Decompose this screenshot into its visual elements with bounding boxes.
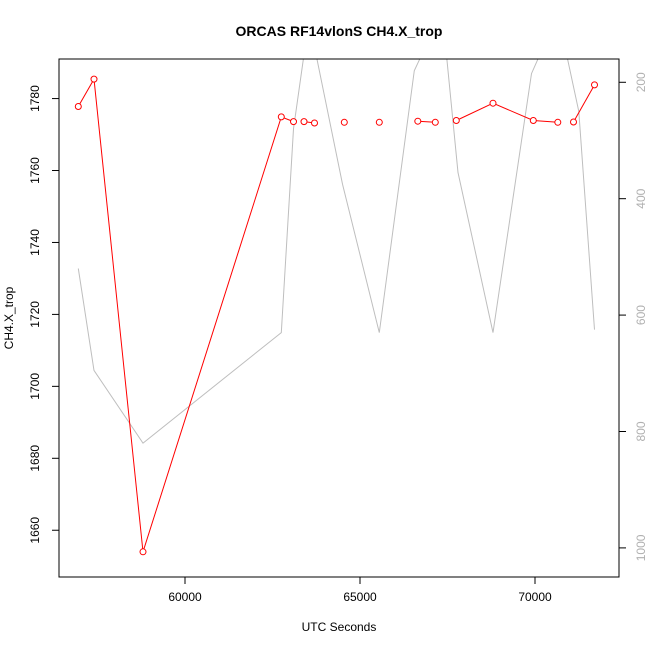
series-line-segment-0 <box>77 77 294 552</box>
y-tick-label: 1780 <box>28 85 42 112</box>
data-point-2 <box>139 548 147 556</box>
data-point-10 <box>431 118 439 126</box>
chart-title: ORCAS RF14vlonS CH4.X_trop <box>236 23 443 39</box>
series-line-segment-5 <box>456 102 558 123</box>
data-point-16 <box>591 81 598 89</box>
y-tick-label: 1680 <box>28 445 42 472</box>
y2-tick-label: 600 <box>634 305 648 325</box>
data-point-14 <box>554 118 562 126</box>
y2-tick-label: 800 <box>634 421 648 441</box>
y2-tick-label: 200 <box>634 72 648 92</box>
data-point-6 <box>311 119 318 127</box>
data-point-3 <box>277 113 285 121</box>
y2-tick-label: 1000 <box>634 534 648 561</box>
data-point-5 <box>300 118 308 126</box>
y-tick-label: 1740 <box>28 229 42 256</box>
y-tick-label: 1760 <box>28 157 42 184</box>
x-tick-label: 65000 <box>343 590 377 604</box>
y-tick-label: 1660 <box>28 517 42 544</box>
data-point-12 <box>489 99 497 107</box>
data-point-11 <box>452 117 460 124</box>
data-point-15 <box>570 118 577 126</box>
series-line-segment-6 <box>573 84 595 123</box>
plot-frame <box>58 58 620 578</box>
data-point-13 <box>529 117 537 124</box>
x-tick-label: 60000 <box>168 590 202 604</box>
x-tick-label: 70000 <box>518 590 552 604</box>
y-tick-label: 1720 <box>28 301 42 328</box>
data-point-4 <box>290 118 297 126</box>
x-axis-label: UTC Seconds <box>302 620 377 634</box>
plot-layer: 60000 65000 70000 1660 1680 1700 1720 1740 1760 1… <box>28 58 648 604</box>
data-point-0 <box>74 103 82 110</box>
data-point-8 <box>375 118 383 126</box>
y-axis-label: CH4.X_trop <box>2 286 16 349</box>
y2-tick-label: 400 <box>634 188 648 208</box>
data-point-9 <box>414 117 422 125</box>
data-point-1 <box>90 75 98 83</box>
data-point-7 <box>340 118 348 126</box>
y-tick-label: 1700 <box>28 373 42 400</box>
series-line-right-1 <box>77 59 595 444</box>
